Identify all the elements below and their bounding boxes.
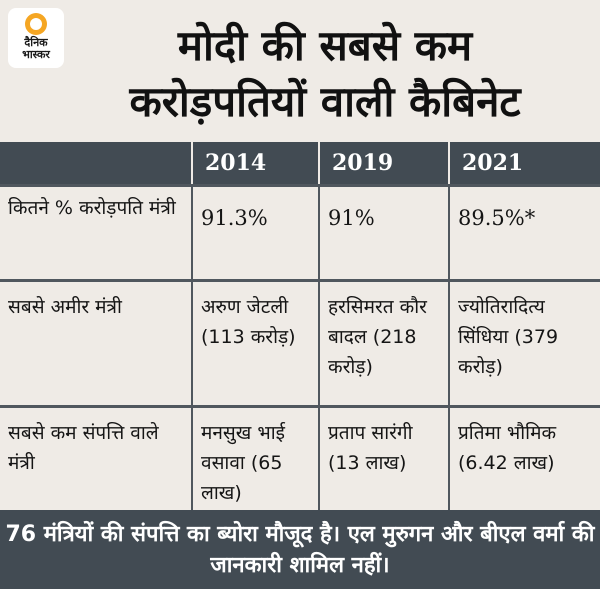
header-year-2014: 2014 (191, 142, 319, 186)
header-year-2021: 2021 (448, 142, 600, 186)
header-year-2019: 2019 (318, 142, 449, 186)
table-cell: 91.3% (191, 184, 319, 281)
logo-text: दैनिक भास्कर (22, 36, 50, 61)
table-cell: ज्योतिरादित्य सिंधिया (379 करोड़) (448, 279, 600, 407)
title-line-1: मोदी की सबसे कम (177, 21, 473, 70)
table-row: कितने % करोड़पति मंत्री 91.3% 91% 89.5%* (0, 184, 600, 281)
title-line-2: करोड़पतियों वाली कैबिनेट (129, 77, 521, 126)
table-header-row: 2014 2019 2021 (0, 142, 600, 186)
footer-note: 76 मंत्रियों की संपत्ति का ब्योरा मौजूद … (0, 510, 600, 589)
sun-logo-icon (25, 13, 47, 35)
page-title: मोदी की सबसे कम करोड़पतियों वाली कैबिनेट (60, 18, 590, 130)
cabinet-comparison-table: 2014 2019 2021 कितने % करोड़पति मंत्री 9… (0, 142, 600, 534)
table-cell: अरुण जेटली (113 करोड़) (191, 279, 319, 407)
header-cell-empty (0, 142, 192, 186)
row-label: कितने % करोड़पति मंत्री (0, 184, 192, 281)
table-row: सबसे अमीर मंत्री अरुण जेटली (113 करोड़) … (0, 279, 600, 407)
dainik-bhaskar-logo: दैनिक भास्कर (8, 8, 64, 68)
table-cell: 89.5%* (448, 184, 600, 281)
table-cell: हरसिमरत कौर बादल (218 करोड़) (318, 279, 449, 407)
table-cell: 91% (318, 184, 449, 281)
row-label: सबसे अमीर मंत्री (0, 279, 192, 407)
